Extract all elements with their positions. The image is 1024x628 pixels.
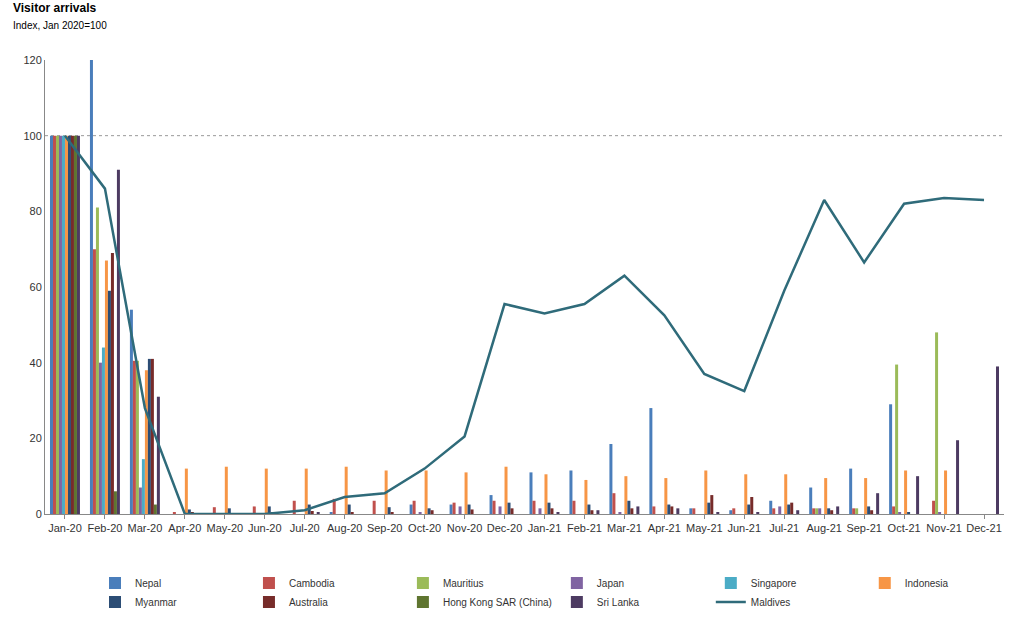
svg-text:Maldives: Maldives <box>751 597 790 608</box>
svg-text:0: 0 <box>36 508 42 520</box>
svg-text:Mar-21: Mar-21 <box>607 522 642 534</box>
svg-text:Myanmar: Myanmar <box>135 597 177 608</box>
svg-text:Jun-21: Jun-21 <box>727 522 761 534</box>
svg-text:Dec-20: Dec-20 <box>487 522 522 534</box>
svg-text:Visitor arrivals: Visitor arrivals <box>13 1 96 15</box>
svg-text:Feb-20: Feb-20 <box>88 522 123 534</box>
svg-text:Sep-21: Sep-21 <box>846 522 881 534</box>
svg-text:Mauritius: Mauritius <box>443 578 484 589</box>
svg-text:Jul-20: Jul-20 <box>290 522 320 534</box>
svg-text:Hong Kong SAR (China): Hong Kong SAR (China) <box>443 597 552 608</box>
svg-text:Sep-20: Sep-20 <box>367 522 402 534</box>
svg-text:Jan-21: Jan-21 <box>528 522 562 534</box>
svg-text:May-21: May-21 <box>686 522 723 534</box>
svg-text:Cambodia: Cambodia <box>289 578 335 589</box>
svg-text:Jan-20: Jan-20 <box>48 522 82 534</box>
svg-text:100: 100 <box>23 130 41 142</box>
svg-text:Singapore: Singapore <box>751 578 797 589</box>
svg-text:Mar-20: Mar-20 <box>127 522 162 534</box>
svg-text:Nov-21: Nov-21 <box>926 522 961 534</box>
svg-text:Indonesia: Indonesia <box>905 578 949 589</box>
svg-text:Aug-20: Aug-20 <box>327 522 362 534</box>
svg-text:Nepal: Nepal <box>135 578 161 589</box>
svg-text:120: 120 <box>23 54 41 66</box>
svg-text:Nov-20: Nov-20 <box>447 522 482 534</box>
svg-text:Feb-21: Feb-21 <box>567 522 602 534</box>
svg-text:Apr-21: Apr-21 <box>648 522 681 534</box>
svg-text:Apr-20: Apr-20 <box>168 522 201 534</box>
svg-text:Oct-21: Oct-21 <box>888 522 921 534</box>
svg-text:60: 60 <box>30 281 42 293</box>
svg-text:Aug-21: Aug-21 <box>806 522 841 534</box>
svg-text:Index, Jan 2020=100: Index, Jan 2020=100 <box>13 20 107 31</box>
svg-text:Sri Lanka: Sri Lanka <box>597 597 640 608</box>
svg-text:Oct-20: Oct-20 <box>408 522 441 534</box>
svg-text:Jun-20: Jun-20 <box>248 522 282 534</box>
svg-text:Australia: Australia <box>289 597 328 608</box>
svg-text:40: 40 <box>30 357 42 369</box>
svg-text:Jul-21: Jul-21 <box>769 522 799 534</box>
svg-text:20: 20 <box>30 432 42 444</box>
svg-text:Dec-21: Dec-21 <box>966 522 1001 534</box>
svg-text:80: 80 <box>30 205 42 217</box>
svg-text:Japan: Japan <box>597 578 624 589</box>
svg-text:May-20: May-20 <box>206 522 243 534</box>
